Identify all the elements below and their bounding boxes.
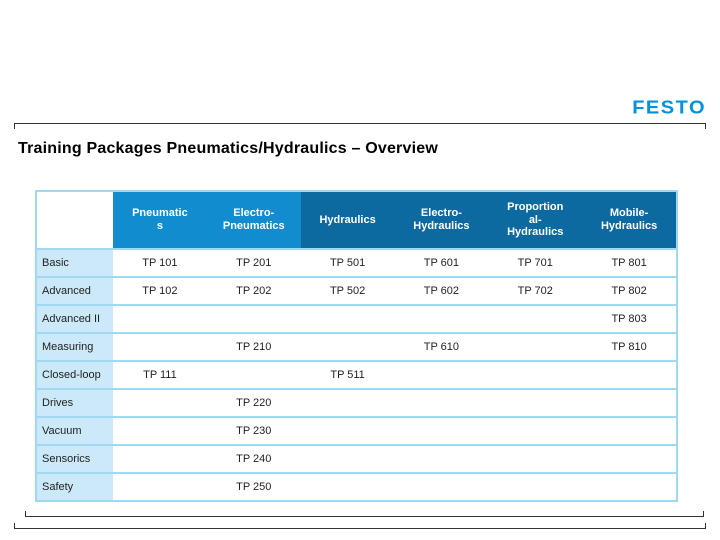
table-cell	[113, 418, 207, 444]
row-label: Advanced II	[37, 306, 113, 332]
column-header-hydraulics: Hydraulics	[300, 192, 395, 248]
table-cell	[395, 362, 489, 388]
row-label: Sensorics	[37, 446, 113, 472]
table-cell	[582, 446, 676, 472]
table-cell	[582, 418, 676, 444]
table-row-basic: Basic TP 101 TP 201 TP 501 TP 601 TP 701…	[37, 248, 676, 276]
table-cell	[113, 390, 207, 416]
table-cell: TP 602	[423, 285, 460, 297]
table-cell	[301, 334, 395, 360]
table-row-safety: Safety TP 250	[37, 472, 676, 500]
row-label: Vacuum	[37, 418, 113, 444]
top-frame-line	[14, 123, 706, 129]
column-header-electro-hydraulics: Electro- Hydraulics	[394, 192, 489, 248]
table-cell: TP 202	[236, 285, 272, 297]
table-cell	[395, 474, 489, 500]
table-cell: TP 102	[142, 285, 178, 297]
table-row-drives: Drives TP 220	[37, 388, 676, 416]
table-cell: TP 201	[236, 257, 272, 269]
table-cell: TP 810	[611, 341, 647, 353]
table-cell: TP 801	[611, 257, 647, 269]
column-header-mobile-hydraulics: Mobile- Hydraulics	[582, 192, 676, 248]
festo-logo: FESTO	[632, 97, 706, 119]
page-title: Training Packages Pneumatics/Hydraulics …	[18, 140, 438, 157]
table-cell	[113, 306, 207, 332]
row-label: Basic	[37, 250, 113, 276]
table-cell: TP 240	[236, 453, 272, 465]
table-row-measuring: Measuring TP 210 TP 610 TP 810	[37, 332, 676, 360]
table-cell	[488, 334, 582, 360]
table-cell	[207, 362, 301, 388]
table-cell	[582, 362, 676, 388]
table-cell	[488, 362, 582, 388]
table-cell	[113, 334, 207, 360]
table-cell: TP 701	[517, 257, 553, 269]
table-cell	[113, 474, 207, 500]
table-cell	[395, 390, 489, 416]
table-cell: TP 511	[330, 369, 365, 381]
table-cell: TP 502	[329, 285, 366, 297]
column-header-proportional-hydraulics: Proportion al- Hydraulics	[488, 192, 583, 248]
table-cell: TP 250	[236, 481, 272, 493]
table-cell	[395, 306, 489, 332]
column-header-electro-pneumatics: Electro- Pneumatics	[206, 192, 301, 248]
table-cell	[207, 306, 301, 332]
table-cell: TP 230	[236, 425, 272, 437]
table-cell: TP 610	[423, 341, 460, 353]
table-cell	[488, 390, 582, 416]
row-label: Drives	[37, 390, 113, 416]
bottom-outer-frame-line	[14, 523, 706, 529]
table-cell: TP 111	[143, 369, 177, 381]
table-cell	[488, 446, 582, 472]
table-cell	[301, 390, 395, 416]
table-cell	[301, 418, 395, 444]
table-header-row: Pneumatic s Electro- Pneumatics Hydrauli…	[37, 192, 676, 248]
table-cell	[488, 306, 582, 332]
table-corner-cell	[37, 192, 113, 248]
table-cell	[113, 446, 207, 472]
column-header-pneumatics: Pneumatic s	[113, 192, 207, 248]
table-cell	[395, 418, 489, 444]
table-cell: TP 803	[611, 313, 647, 325]
table-cell	[488, 418, 582, 444]
table-row-advanced-ii: Advanced II TP 803	[37, 304, 676, 332]
table-row-advanced: Advanced TP 102 TP 202 TP 502 TP 602 TP …	[37, 276, 676, 304]
table-cell: TP 601	[423, 257, 460, 269]
table-row-vacuum: Vacuum TP 230	[37, 416, 676, 444]
bottom-inner-frame-line	[25, 511, 704, 517]
table-cell	[301, 306, 395, 332]
table-cell: TP 101	[142, 257, 178, 269]
table-cell	[582, 474, 676, 500]
row-label: Safety	[37, 474, 113, 500]
table-cell	[301, 474, 395, 500]
table-row-closed-loop: Closed-loop TP 111 TP 511	[37, 360, 676, 388]
table-cell	[582, 390, 676, 416]
table-cell: TP 702	[517, 285, 553, 297]
table-cell: TP 501	[329, 257, 366, 269]
table-cell	[395, 446, 489, 472]
table-cell	[301, 446, 395, 472]
training-packages-table: Pneumatic s Electro- Pneumatics Hydrauli…	[35, 190, 678, 502]
table-cell: TP 220	[236, 397, 272, 409]
row-label: Measuring	[37, 334, 113, 360]
row-label: Advanced	[37, 278, 113, 304]
table-cell: TP 210	[236, 341, 272, 353]
table-cell	[488, 474, 582, 500]
table-cell: TP 802	[611, 285, 647, 297]
row-label: Closed-loop	[37, 362, 113, 388]
table-row-sensorics: Sensorics TP 240	[37, 444, 676, 472]
